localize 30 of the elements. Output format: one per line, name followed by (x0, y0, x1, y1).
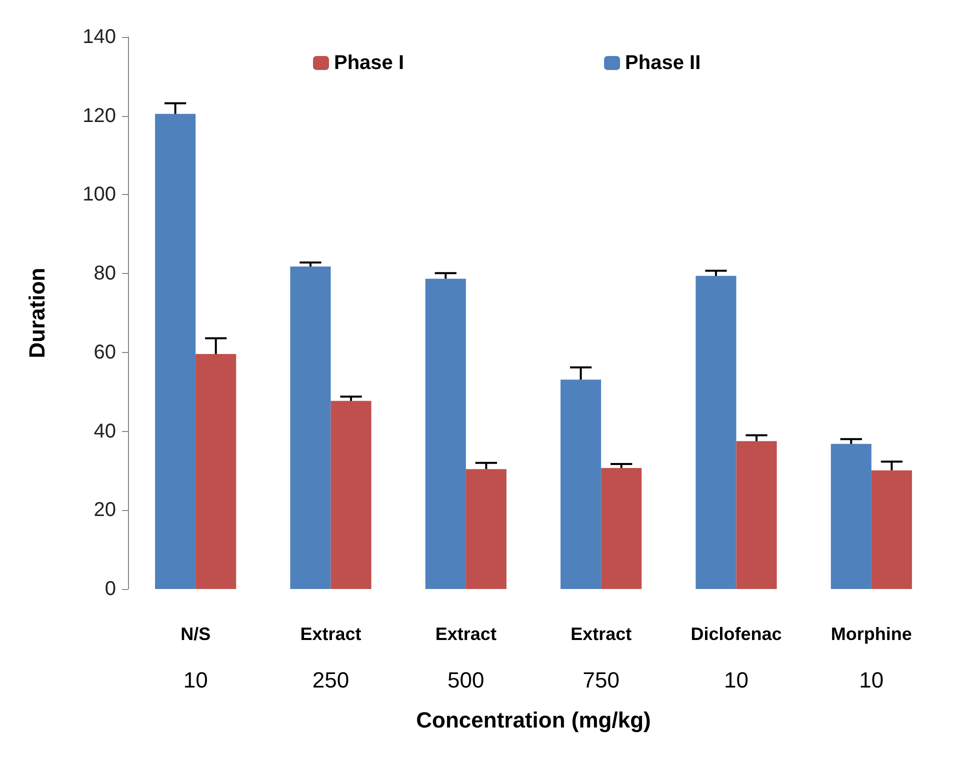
legend-label: Phase II (625, 52, 701, 74)
bar (560, 380, 602, 589)
y-tick-label: 140 (82, 26, 116, 48)
category-label: Extract 250 (300, 624, 362, 692)
y-tick-label: 60 (94, 341, 116, 364)
category-label: Extract 500 (435, 624, 496, 692)
category-label: Morphine 10 (830, 624, 912, 692)
bar (736, 441, 777, 589)
y-axis-title: Duration (24, 268, 50, 358)
y-tick-label: 80 (94, 262, 116, 285)
bar (696, 276, 736, 589)
bar (155, 114, 196, 589)
category-label: N/S 10 (180, 624, 211, 692)
bar (601, 468, 642, 589)
bar (425, 278, 466, 589)
legend-label: Phase I (334, 52, 404, 74)
bar (830, 444, 872, 589)
bar (196, 354, 236, 589)
bar (871, 470, 912, 589)
y-tick-label: 120 (82, 104, 116, 127)
y-tick-label: 20 (94, 499, 116, 522)
category-label: Diclofenac 10 (690, 624, 782, 692)
bar (330, 400, 372, 589)
y-tick-label: 40 (94, 420, 116, 442)
x-axis-title: Concentration (mg/kg) (416, 708, 651, 732)
bar (466, 469, 506, 589)
y-tick-label: 0 (104, 578, 116, 600)
bar (290, 266, 331, 589)
category-label: Extract 750 (570, 624, 632, 692)
y-tick-label: 100 (82, 184, 116, 206)
